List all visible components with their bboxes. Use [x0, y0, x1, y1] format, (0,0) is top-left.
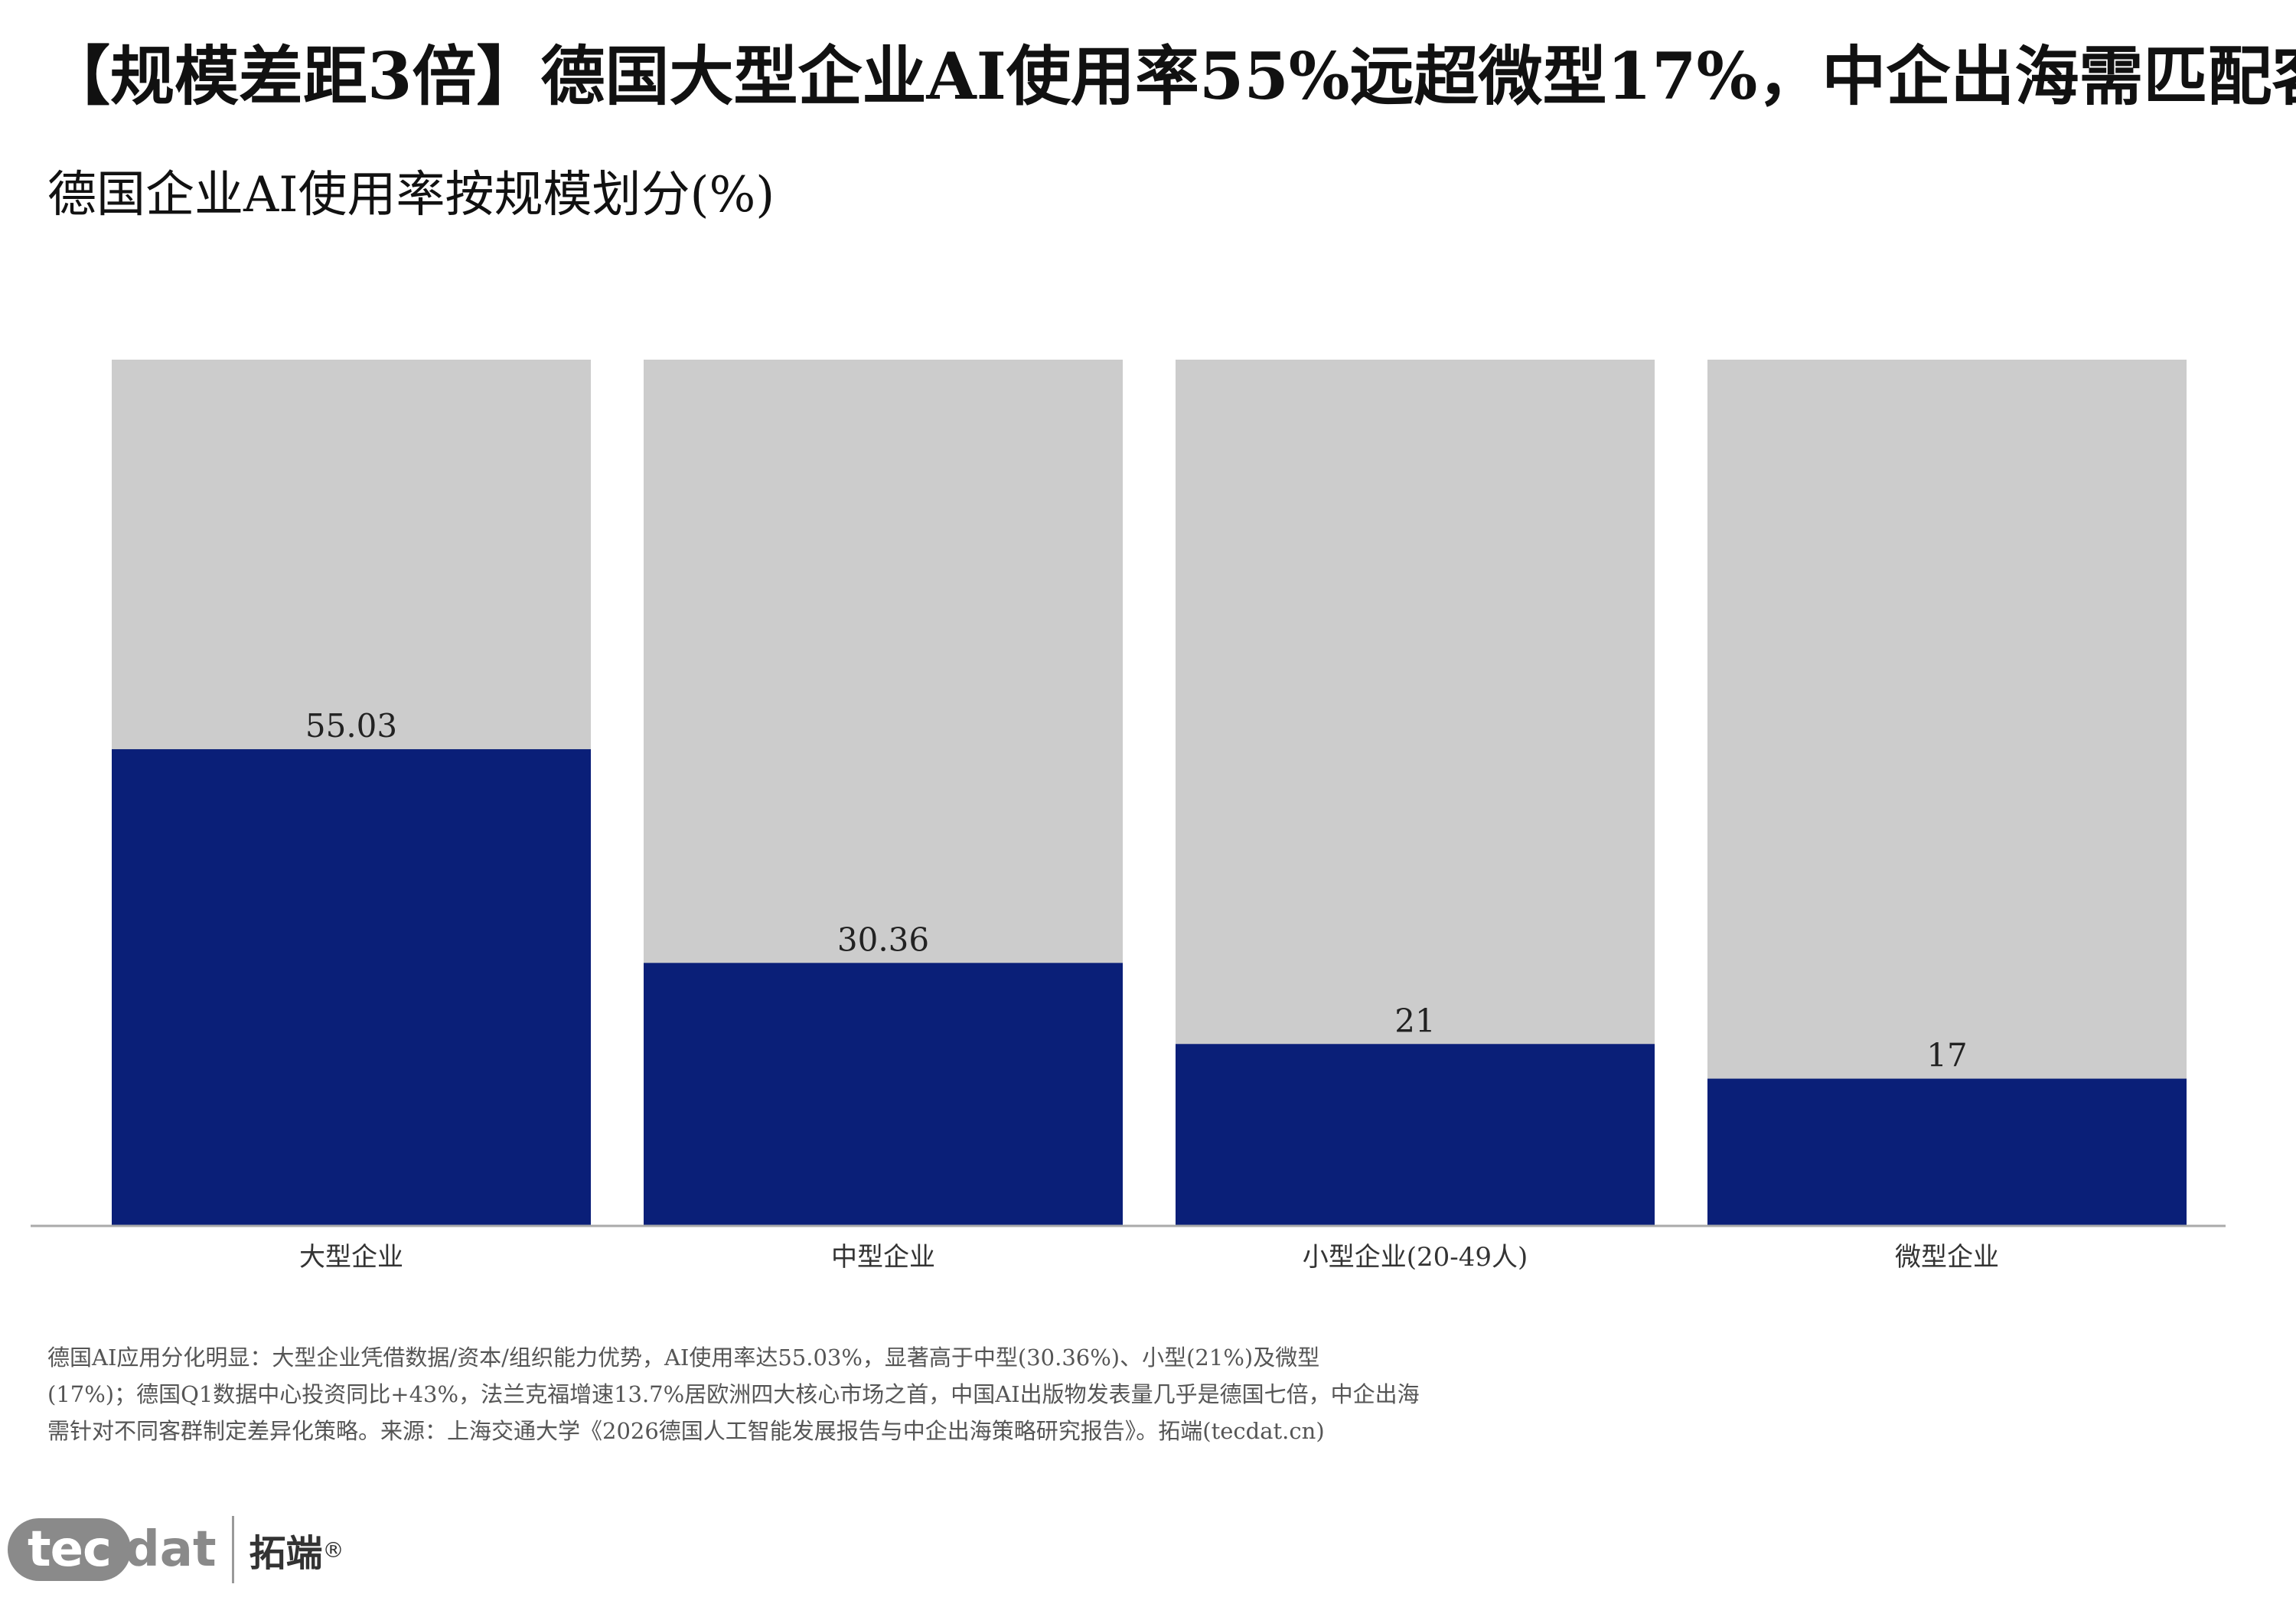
footnote: 德国AI应用分化明显：大型企业凭借数据/资本/组织能力优势，AI使用率达55.0…: [47, 1339, 1578, 1449]
category-label: 微型企业: [1895, 1242, 1999, 1273]
bar-chart: 55.03 大型企业 30.36 中型企业 21 小型企业(20-49人) 17 微型企业: [31, 360, 2226, 1273]
bar: [112, 749, 591, 1226]
logo-tec: tec: [8, 1518, 131, 1581]
bar: [644, 963, 1123, 1226]
bar: [1176, 1044, 1655, 1226]
data-label: 17: [1926, 1037, 1967, 1074]
logo-chinese-name: 拓端: [249, 1532, 323, 1575]
logo-dat: dat: [124, 1521, 217, 1578]
logo-registered-mark: ®: [322, 1537, 344, 1563]
data-label: 30.36: [837, 921, 929, 958]
category-label: 大型企业: [299, 1242, 403, 1273]
data-label: 21: [1394, 1002, 1435, 1039]
chart-title: 德国企业AI使用率按规模划分(%): [47, 167, 775, 223]
logo-divider: [231, 1516, 234, 1583]
footnote-line-3: 需针对不同客群制定差异化策略。来源：上海交通大学《2026德国人工智能发展报告与…: [47, 1418, 1325, 1444]
tecdat-logo: tec dat 拓端 ®: [8, 1508, 344, 1592]
bar: [1707, 1078, 2187, 1226]
footnote-line-1: 德国AI应用分化明显：大型企业凭借数据/资本/组织能力优势，AI使用率达55.0…: [47, 1345, 1320, 1371]
data-label: 55.03: [305, 707, 397, 745]
headline: 【规模差距3倍】德国大型企业AI使用率55%远超微型17%，中企出海需匹配客: [46, 38, 2296, 114]
category-label: 小型企业(20-49人): [1303, 1242, 1528, 1273]
category-label: 中型企业: [831, 1242, 935, 1273]
footnote-line-2: (17%)；德国Q1数据中心投资同比+43%，法兰克福增速13.7%居欧洲四大核…: [47, 1381, 1420, 1407]
